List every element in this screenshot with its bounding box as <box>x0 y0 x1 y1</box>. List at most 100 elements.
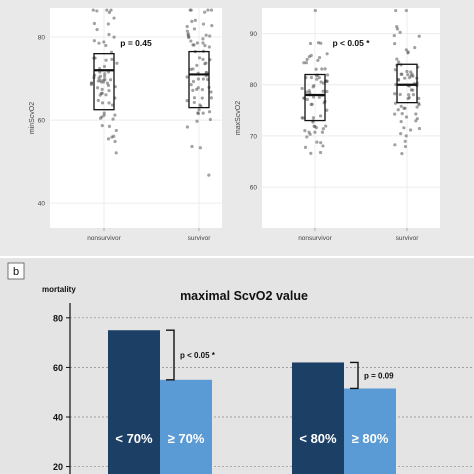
mortality-bar-chart: b maximal ScvO2 value mortality 20 40 60 80 < 7… <box>7 262 474 474</box>
data-point <box>409 74 413 78</box>
plot-area <box>262 8 440 228</box>
data-point <box>192 100 196 105</box>
y-tick-label: 80 <box>53 313 63 323</box>
data-point <box>196 77 200 81</box>
data-point <box>204 33 208 37</box>
data-point <box>396 78 401 82</box>
y-tick-label: 80 <box>38 35 46 42</box>
data-point <box>398 92 402 97</box>
data-point <box>191 43 195 47</box>
box-iqr <box>93 53 115 111</box>
data-point <box>400 72 404 76</box>
data-point <box>392 33 396 38</box>
data-point <box>311 95 316 99</box>
data-point <box>196 111 200 115</box>
data-point <box>324 124 328 128</box>
data-point <box>395 25 399 29</box>
data-point <box>102 111 106 115</box>
data-point <box>187 35 191 40</box>
data-point <box>319 80 323 84</box>
data-point <box>393 42 397 46</box>
data-point <box>106 137 111 141</box>
data-point <box>110 103 115 107</box>
data-point <box>191 79 196 84</box>
data-point <box>208 117 212 122</box>
data-point <box>210 23 214 28</box>
data-point <box>109 8 113 12</box>
x-tick-label: nonsurvivor <box>298 235 332 242</box>
box-iqr <box>188 50 210 109</box>
data-point <box>399 132 403 136</box>
y-tick-label: 70 <box>250 133 258 140</box>
data-point <box>111 117 115 121</box>
y-tick-label: 20 <box>53 462 63 472</box>
y-tick-label: 60 <box>250 185 258 192</box>
data-point <box>394 8 398 13</box>
data-point <box>316 41 321 45</box>
data-point <box>107 10 111 15</box>
data-point <box>403 76 407 80</box>
data-point <box>320 130 325 134</box>
data-point <box>100 124 104 128</box>
data-point <box>201 111 205 115</box>
data-point <box>307 89 311 93</box>
y-tick-label: 80 <box>250 82 258 89</box>
data-point <box>300 86 304 91</box>
data-point <box>201 77 206 81</box>
data-point <box>195 63 199 67</box>
data-point <box>185 125 190 129</box>
data-point <box>402 126 406 130</box>
data-point <box>201 57 205 62</box>
data-point <box>417 126 422 131</box>
data-point <box>397 60 401 64</box>
data-point <box>406 51 410 55</box>
data-point <box>114 151 118 155</box>
data-point <box>395 57 399 61</box>
data-point <box>417 34 421 38</box>
data-point <box>403 144 408 149</box>
bar-label: ≥ 70% <box>168 431 205 446</box>
data-point <box>100 87 104 91</box>
data-point <box>106 22 110 26</box>
p-value-annotation: p < 0.05 * <box>180 351 216 360</box>
data-point <box>305 97 309 102</box>
data-point <box>404 48 408 52</box>
data-point <box>206 8 210 12</box>
data-point <box>407 95 411 100</box>
data-point <box>195 119 199 123</box>
data-point <box>89 82 93 87</box>
data-point <box>100 101 105 105</box>
data-point <box>110 135 114 139</box>
data-point <box>190 144 194 149</box>
data-point <box>198 103 202 107</box>
data-point <box>192 27 197 31</box>
data-point <box>413 45 417 50</box>
data-point <box>417 96 421 100</box>
data-point <box>201 37 205 41</box>
data-point <box>103 72 107 76</box>
data-point <box>325 89 329 94</box>
data-point <box>405 69 409 74</box>
data-point <box>115 61 119 65</box>
data-point <box>207 110 212 114</box>
data-point <box>319 141 323 145</box>
data-point <box>197 108 201 112</box>
data-point <box>189 39 193 43</box>
data-point <box>189 8 193 12</box>
data-point <box>97 76 101 80</box>
data-point <box>95 9 99 13</box>
data-point <box>209 90 213 94</box>
panel-b: b maximal ScvO2 value mortality 20 40 60 80 < 7… <box>0 258 474 474</box>
data-point <box>393 112 397 116</box>
data-point <box>396 108 400 112</box>
data-point <box>112 35 116 39</box>
bar-label: ≥ 80% <box>352 431 389 446</box>
data-point <box>303 129 307 133</box>
data-point <box>195 87 199 91</box>
data-point <box>95 27 99 32</box>
data-point <box>407 93 411 97</box>
data-point <box>99 80 104 84</box>
data-point <box>200 88 204 92</box>
bar-label: < 80% <box>299 431 337 446</box>
data-point <box>416 101 421 105</box>
